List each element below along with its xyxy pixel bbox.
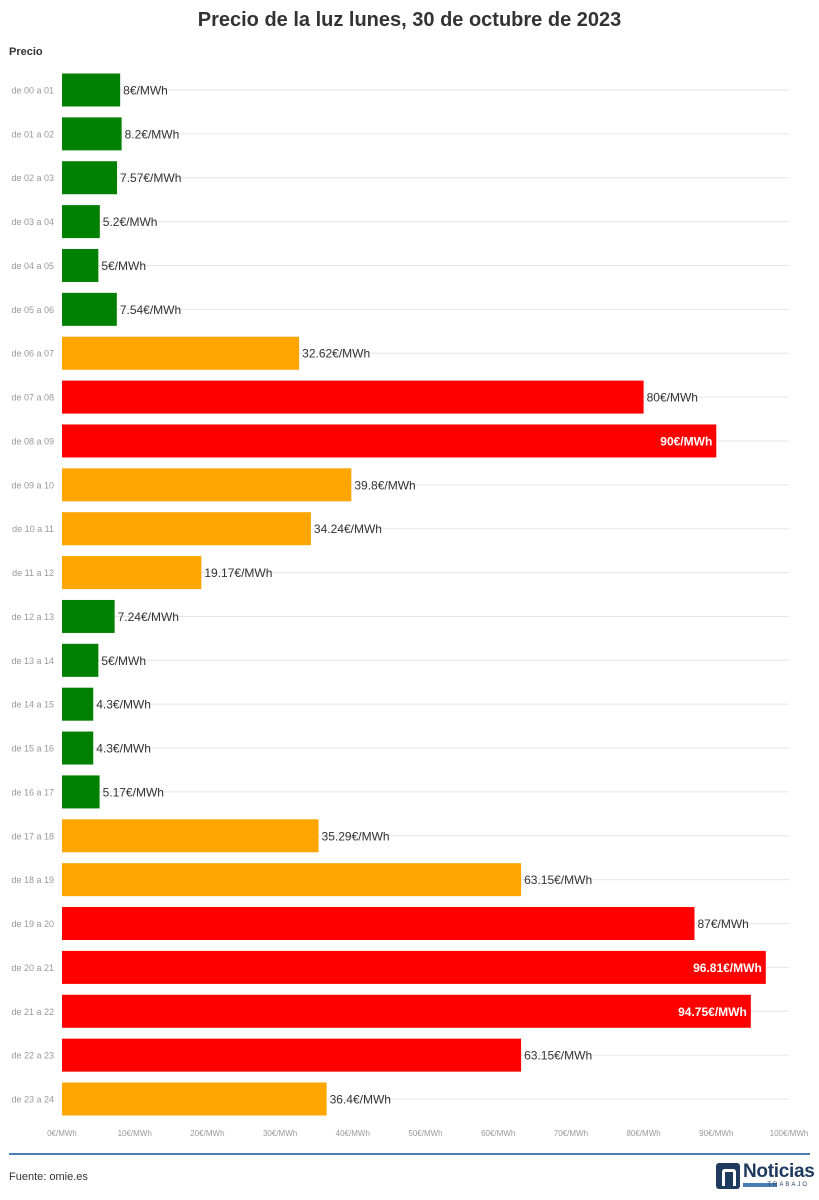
x-tick-label: 0€/MWh [47, 1129, 77, 1138]
bar [62, 73, 121, 107]
bar [62, 731, 94, 765]
data-label: 80€/MWh [647, 391, 698, 405]
category-label: de 11 a 12 [12, 568, 54, 578]
category-label: de 07 a 08 [11, 393, 54, 403]
category-label: de 17 a 18 [11, 831, 54, 841]
logo-name: Noticias [743, 1161, 815, 1182]
category-label: de 22 a 23 [11, 1051, 54, 1061]
source-note: Fuente: omie.es [9, 1171, 88, 1183]
category-label: de 15 a 16 [11, 744, 54, 754]
bar [62, 117, 122, 151]
footer-divider [9, 1153, 810, 1155]
bar [62, 687, 94, 721]
bar [62, 775, 100, 809]
x-tick-label: 30€/MWh [263, 1129, 297, 1138]
chart-title: Precio de la luz lunes, 30 de octubre de… [197, 9, 622, 31]
logo-mark-icon [716, 1163, 740, 1189]
category-label: de 23 a 24 [11, 1095, 54, 1105]
x-tick-label: 70€/MWh [554, 1129, 588, 1138]
x-tick-label: 40€/MWh [336, 1129, 370, 1138]
data-label: 8€/MWh [123, 84, 168, 98]
data-label: 5€/MWh [101, 654, 146, 668]
bar [62, 512, 311, 546]
category-label: de 16 a 17 [11, 787, 54, 797]
data-label: 36.4€/MWh [330, 1093, 391, 1107]
data-label: 4.3€/MWh [96, 742, 151, 756]
x-tick-label: 100€/MWh [770, 1129, 809, 1138]
category-label: de 20 a 21 [11, 963, 54, 973]
category-label: de 00 a 01 [11, 86, 54, 96]
data-label: 90€/MWh [660, 434, 712, 448]
category-label: de 18 a 19 [11, 875, 54, 885]
bar [62, 599, 115, 633]
bar [62, 1082, 327, 1116]
bar [62, 424, 717, 458]
bar [62, 336, 300, 370]
bar [62, 380, 644, 414]
category-label: de 06 a 07 [11, 349, 54, 359]
category-label: de 13 a 14 [11, 656, 54, 666]
data-label: 39.8€/MWh [354, 478, 415, 492]
category-label: de 21 a 22 [11, 1007, 54, 1017]
y-axis-label: Precio [9, 46, 43, 58]
data-label: 5.2€/MWh [103, 215, 158, 229]
data-label: 4.3€/MWh [96, 698, 151, 712]
data-label: 7.57€/MWh [120, 171, 181, 185]
category-label: de 03 a 04 [11, 217, 54, 227]
category-label: de 09 a 10 [11, 480, 54, 490]
category-label: de 02 a 03 [11, 173, 54, 183]
x-tick-label: 10€/MWh [118, 1129, 152, 1138]
category-label: de 01 a 02 [11, 129, 54, 139]
data-label: 7.54€/MWh [120, 303, 181, 317]
category-label: de 12 a 13 [11, 612, 54, 622]
category-label: de 10 a 11 [12, 524, 54, 534]
logo-bar [743, 1183, 777, 1187]
data-label: 34.24€/MWh [314, 522, 382, 536]
x-tick-label: 90€/MWh [699, 1129, 733, 1138]
data-label: 94.75€/MWh [678, 1005, 747, 1019]
data-label: 5€/MWh [101, 259, 146, 273]
x-tick-label: 20€/MWh [190, 1129, 224, 1138]
bar [62, 907, 695, 941]
bar [62, 468, 352, 502]
bar [62, 292, 117, 326]
bar-chart: de 00 a 01 8€/MWh de 01 a 02 8.2€/MWh de 02 … [11, 73, 809, 1138]
noticias-trabajo-logo: Noticias TRABAJO [716, 1161, 815, 1189]
x-tick-label: 60€/MWh [481, 1129, 515, 1138]
data-label: 32.62€/MWh [302, 347, 370, 361]
data-label: 96.81€/MWh [693, 961, 762, 975]
bar [62, 248, 99, 282]
bar [62, 819, 319, 853]
data-label: 8.2€/MWh [125, 127, 180, 141]
bar [62, 1038, 522, 1072]
data-label: 5.17€/MWh [103, 785, 164, 799]
data-label: 35.29€/MWh [322, 829, 390, 843]
bar [62, 205, 100, 239]
bar [62, 863, 522, 897]
category-label: de 05 a 06 [11, 305, 54, 315]
bar [62, 161, 118, 195]
bar [62, 556, 202, 590]
x-tick-label: 80€/MWh [626, 1129, 660, 1138]
logo-sub: TRABAJO [767, 1182, 809, 1188]
category-label: de 14 a 15 [11, 700, 54, 710]
bar [62, 994, 751, 1028]
data-label: 7.24€/MWh [118, 610, 179, 624]
data-label: 63.15€/MWh [524, 873, 592, 887]
category-label: de 08 a 09 [11, 436, 54, 446]
bar [62, 950, 766, 984]
bar [62, 643, 99, 677]
data-label: 87€/MWh [697, 917, 748, 931]
category-label: de 19 a 20 [11, 919, 54, 929]
category-label: de 04 a 05 [11, 261, 54, 271]
data-label: 63.15€/MWh [524, 1049, 592, 1063]
data-label: 19.17€/MWh [204, 566, 272, 580]
x-tick-label: 50€/MWh [408, 1129, 442, 1138]
